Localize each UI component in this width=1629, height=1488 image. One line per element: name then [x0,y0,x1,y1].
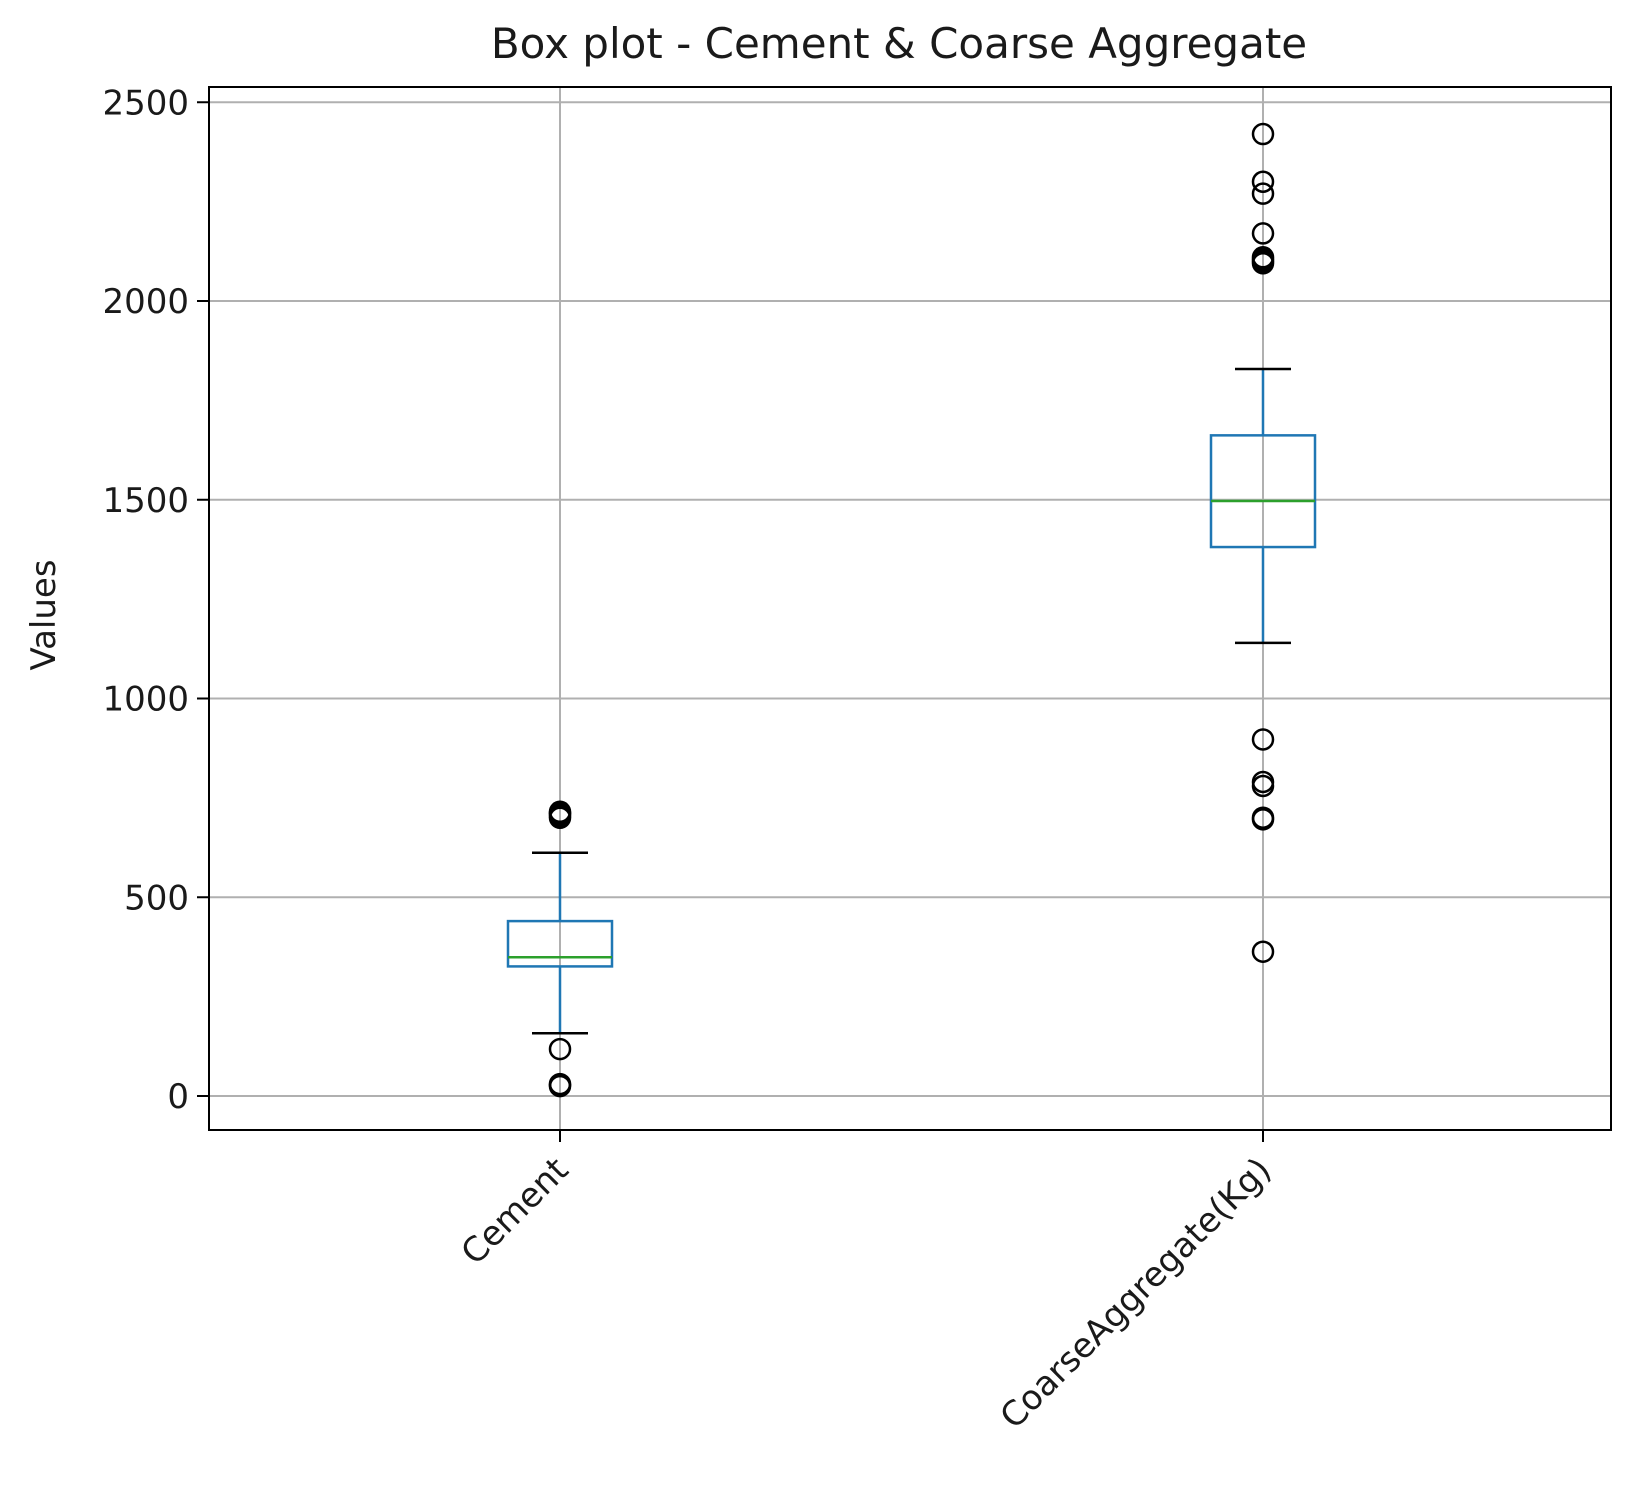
outlier-point [1251,940,1275,963]
outlier-point [548,800,572,824]
chart-title: Box plot - Cement & Coarse Aggregate [491,19,1307,68]
outlier-point [1251,806,1275,829]
outlier-point [1251,122,1275,146]
outlier-point [548,1072,572,1096]
outlier-point [1251,246,1275,269]
y-tick-label: 1000 [102,680,189,720]
x-tick-label: CoarseAggregate(Kg) [993,1150,1280,1437]
y-axis-label: Values [24,559,64,670]
boxes [506,122,1317,1098]
axis-ticks: 0 500 1000 1500 2000 2500 Cement CoarseAggregat… [102,83,1279,1437]
outlier-point [548,1037,572,1061]
iqr-box [1209,434,1317,549]
y-tick-label: 1500 [102,481,189,521]
outlier-point [1251,728,1275,751]
box-group [506,800,614,1098]
outlier-point [1251,770,1275,794]
grid [209,87,1611,1130]
outlier-point [1251,182,1275,205]
y-tick-label: 2500 [102,83,189,123]
x-tick-label: Cement [454,1150,577,1273]
y-tick-label: 500 [124,878,189,918]
plot-frame [208,86,1612,1131]
y-tick-label: 2000 [102,282,189,322]
y-tick-label: 0 [167,1077,189,1117]
outlier-point [1251,170,1275,193]
box-group [1209,122,1317,963]
outlier-point [1251,222,1275,245]
iqr-box [506,919,614,968]
